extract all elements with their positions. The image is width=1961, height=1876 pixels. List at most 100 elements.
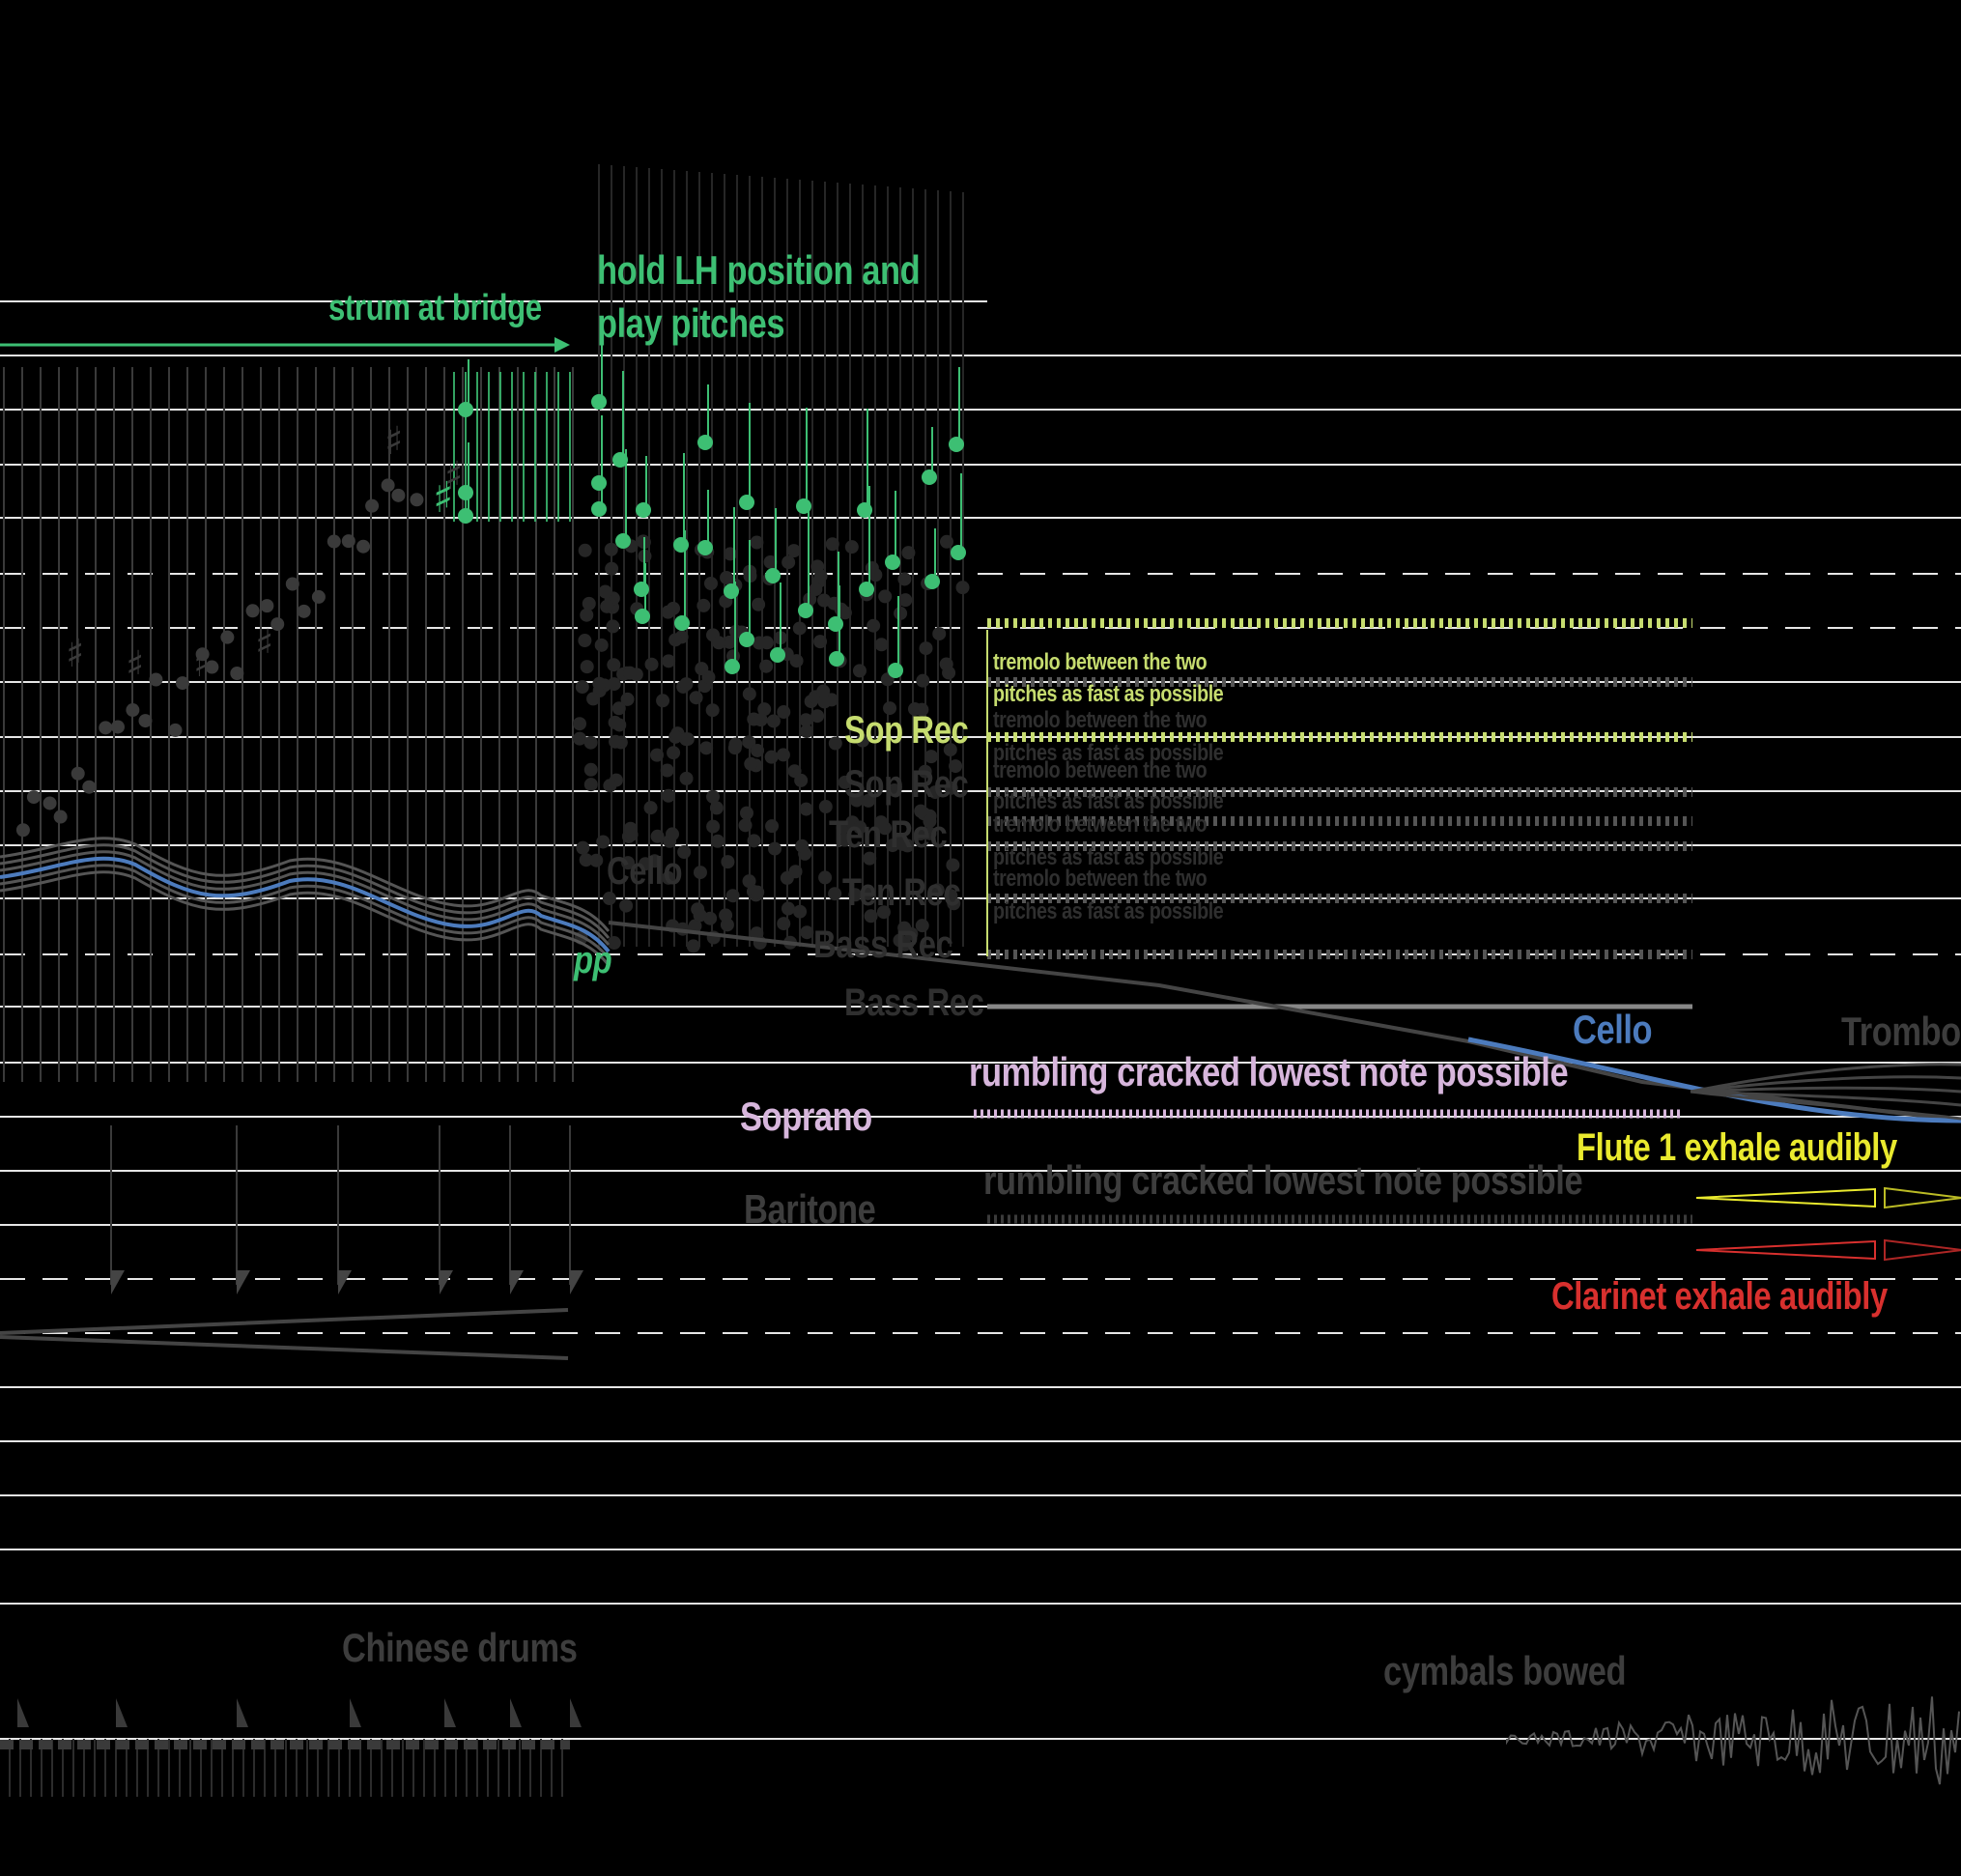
- strum-arrow-head: [554, 337, 570, 353]
- note: [356, 539, 371, 554]
- trombone-glide: [1690, 1063, 1961, 1094]
- pitch-dot: [949, 437, 964, 452]
- note: [620, 692, 635, 706]
- tremolo-label-5: tremolo between the two: [993, 757, 1208, 783]
- note: [327, 534, 341, 549]
- note: [893, 933, 907, 948]
- note: [793, 904, 808, 919]
- note: [803, 592, 817, 607]
- hit-wedge: [338, 1270, 352, 1294]
- note: [644, 657, 659, 671]
- note: [621, 856, 636, 870]
- note: [777, 705, 791, 720]
- pitch-dot: [591, 394, 607, 410]
- note: [622, 666, 637, 680]
- strum-at-bridge-label: strum at bridge: [328, 288, 542, 328]
- note: [677, 844, 692, 859]
- note: [341, 534, 355, 549]
- note: [800, 925, 814, 940]
- note: [695, 662, 709, 676]
- note: [650, 829, 665, 843]
- note: [955, 581, 970, 595]
- cello-contour: [0, 856, 611, 953]
- tremolo-label-8: pitches as fast as possible: [993, 844, 1224, 870]
- pitch-dot: [612, 452, 628, 468]
- note: [580, 608, 594, 622]
- muted-notes: ♯ ♯ ♯ ♯♯♯♯: [15, 419, 970, 953]
- pitch-dot: [615, 533, 631, 549]
- note: [623, 821, 638, 836]
- note: [582, 596, 596, 611]
- note: [750, 535, 764, 550]
- sharp-icon: ♯: [444, 454, 463, 498]
- percussion-events: [0, 1125, 583, 1797]
- note: [751, 885, 765, 899]
- note: [781, 901, 795, 916]
- note: [586, 692, 601, 706]
- note: [668, 633, 683, 647]
- cymbal-noise: [1506, 1696, 1960, 1785]
- note: [849, 793, 864, 808]
- note: [693, 908, 707, 923]
- note: [924, 750, 938, 764]
- clarinet-label: Clarinet exhale audibly: [1551, 1275, 1888, 1318]
- note: [751, 743, 765, 757]
- note: [656, 694, 670, 708]
- note: [679, 771, 694, 785]
- note: [855, 733, 869, 748]
- pitch-dot: [859, 582, 874, 597]
- note: [604, 542, 618, 556]
- tremolo-label-3: tremolo between the two: [993, 707, 1208, 733]
- hairpin: [0, 1308, 569, 1360]
- note: [26, 790, 41, 805]
- note: [311, 589, 326, 604]
- rumbling-soprano-label: rumbling cracked lowest note possible: [969, 1049, 1569, 1094]
- note: [764, 750, 779, 764]
- note: [589, 853, 604, 867]
- note: [795, 839, 810, 853]
- note: [738, 818, 753, 833]
- note: [766, 714, 781, 728]
- tremolo-label-2: pitches as fast as possible: [993, 681, 1224, 707]
- alto-rec-label: Sop Rec: [844, 763, 969, 806]
- note: [789, 654, 804, 668]
- note: [365, 498, 380, 513]
- note: [728, 737, 743, 752]
- cymbals-bowed-label: cymbals bowed: [1383, 1648, 1627, 1693]
- note: [725, 889, 740, 903]
- note: [605, 561, 619, 576]
- note: [742, 735, 756, 750]
- note: [817, 695, 832, 709]
- note: [752, 597, 766, 611]
- note: [915, 919, 929, 933]
- note: [668, 729, 683, 744]
- note: [270, 617, 285, 632]
- note: [763, 554, 778, 569]
- pitch-dot: [724, 583, 739, 599]
- note: [245, 604, 260, 618]
- note: [799, 725, 813, 739]
- note: [853, 820, 867, 835]
- note: [907, 701, 922, 716]
- note: [611, 701, 626, 716]
- bass-rec-label-2: Bass Rec: [844, 981, 984, 1024]
- note: [230, 666, 244, 680]
- pitch-dot: [888, 663, 903, 678]
- note: [608, 715, 622, 729]
- note: [848, 888, 863, 902]
- trombone-label: Trombo: [1841, 1009, 1961, 1054]
- note: [794, 773, 809, 787]
- note: [949, 759, 963, 774]
- tremolo-label-9: tremolo between the two: [993, 866, 1208, 892]
- note: [576, 840, 590, 855]
- note: [110, 720, 125, 734]
- note: [809, 583, 823, 597]
- drum-wedge: [570, 1698, 582, 1727]
- note: [82, 780, 97, 794]
- note: [928, 785, 943, 800]
- trombone-glide: [1690, 1090, 1961, 1121]
- note: [573, 731, 587, 746]
- pitch-dot: [725, 659, 740, 674]
- note: [603, 779, 617, 793]
